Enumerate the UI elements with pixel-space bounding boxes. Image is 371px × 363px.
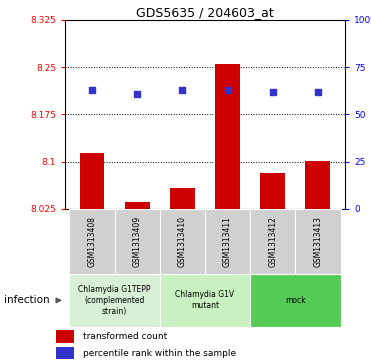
Bar [125,203,150,209]
Bar [56,347,74,359]
Text: GSM1313412: GSM1313412 [268,216,277,267]
Point [180,87,186,93]
Point [89,87,95,93]
Text: GSM1313409: GSM1313409 [133,216,142,267]
Text: GSM1313408: GSM1313408 [88,216,96,267]
Bar [250,274,341,327]
Bar [260,173,285,209]
Bar [80,153,105,209]
Text: GSM1313413: GSM1313413 [313,216,322,267]
Text: mock: mock [285,296,306,305]
Title: GDS5635 / 204603_at: GDS5635 / 204603_at [136,6,274,19]
Bar [115,209,160,274]
Bar [160,274,250,327]
Bar [250,209,295,274]
Text: GSM1313410: GSM1313410 [178,216,187,267]
Bar [170,188,195,209]
Bar [205,209,250,274]
Text: infection: infection [4,295,49,305]
Text: transformed count: transformed count [82,333,167,341]
Text: percentile rank within the sample: percentile rank within the sample [82,349,236,358]
Bar [305,161,330,209]
Text: Chlamydia G1TEPP
(complemented
strain): Chlamydia G1TEPP (complemented strain) [78,285,151,316]
Bar [69,274,160,327]
Bar [56,330,74,343]
Bar [160,209,205,274]
Bar [215,64,240,209]
Text: Chlamydia G1V
mutant: Chlamydia G1V mutant [175,290,234,310]
Bar [295,209,341,274]
Bar [69,209,115,274]
Point [224,87,230,93]
Text: GSM1313411: GSM1313411 [223,216,232,267]
Point [134,91,140,97]
Point [270,89,276,95]
Point [315,89,321,95]
